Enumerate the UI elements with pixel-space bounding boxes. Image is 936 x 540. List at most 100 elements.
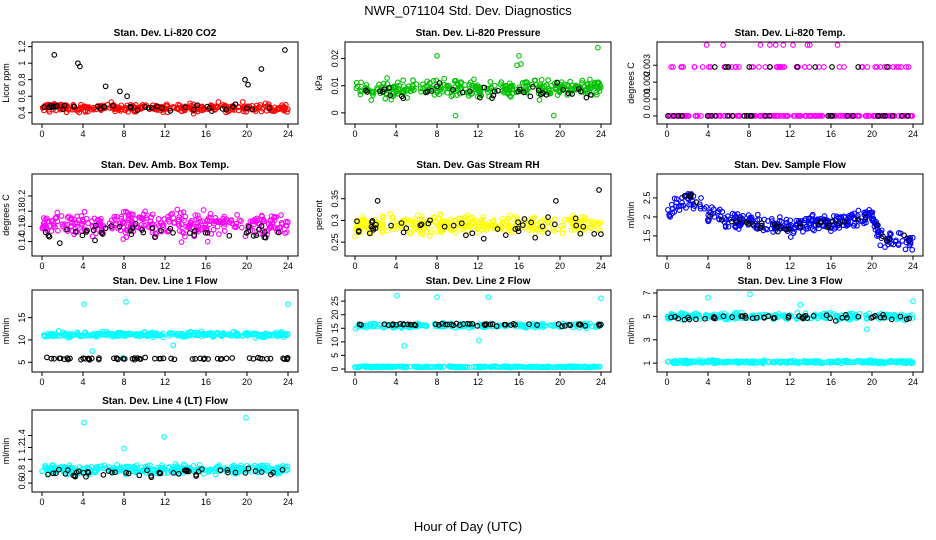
data-point xyxy=(242,233,249,240)
data-point xyxy=(908,360,914,367)
data-point xyxy=(259,105,266,112)
data-point xyxy=(767,42,773,48)
data-point xyxy=(801,357,808,364)
data-point xyxy=(156,470,163,477)
data-point xyxy=(707,213,713,219)
data-point xyxy=(487,79,494,85)
data-point xyxy=(86,104,92,110)
data-point xyxy=(762,113,769,119)
data-point xyxy=(832,318,839,324)
data-point xyxy=(282,47,288,53)
data-point xyxy=(127,103,134,110)
x-tick-label: 20 xyxy=(867,129,877,139)
data-point xyxy=(909,246,916,253)
data-point xyxy=(806,359,813,365)
data-point xyxy=(262,100,269,107)
data-point xyxy=(133,462,140,468)
data-point xyxy=(801,217,808,224)
data-point xyxy=(546,87,552,94)
y-tick-label: 0.4 xyxy=(17,106,27,119)
data-point xyxy=(485,223,492,230)
data-point xyxy=(551,364,558,371)
data-point xyxy=(269,106,276,113)
data-point xyxy=(812,359,818,366)
data-point xyxy=(81,419,87,426)
data-points xyxy=(41,299,291,363)
data-point xyxy=(889,113,896,119)
data-point xyxy=(279,466,286,473)
x-tick-label: 20 xyxy=(242,261,252,271)
data-point xyxy=(800,228,806,235)
data-point xyxy=(353,85,360,92)
data-point xyxy=(95,465,102,472)
data-point xyxy=(801,64,808,70)
data-point xyxy=(205,330,212,336)
data-point xyxy=(435,215,442,222)
data-point xyxy=(276,105,283,112)
data-point xyxy=(905,113,911,119)
data-point xyxy=(774,358,781,364)
data-point xyxy=(81,301,87,308)
data-point xyxy=(123,469,129,476)
data-point xyxy=(71,103,78,110)
data-point xyxy=(806,42,813,48)
data-point xyxy=(246,355,253,361)
x-tick-label: 4 xyxy=(393,129,398,139)
data-point xyxy=(692,113,699,119)
data-point xyxy=(874,222,880,229)
data-point xyxy=(438,229,444,235)
data-point xyxy=(72,220,78,227)
data-point xyxy=(587,85,594,91)
x-tick-label: 8 xyxy=(121,261,126,271)
data-point xyxy=(400,321,407,327)
data-point xyxy=(363,87,369,94)
data-point xyxy=(401,86,408,93)
x-tick-label: 8 xyxy=(746,261,751,271)
data-point xyxy=(516,53,522,59)
data-point xyxy=(95,356,102,363)
x-tick-label: 4 xyxy=(393,377,398,387)
data-point xyxy=(120,224,127,231)
data-point xyxy=(52,224,58,230)
data-point xyxy=(250,330,257,337)
data-point xyxy=(247,218,254,225)
data-point xyxy=(527,223,534,229)
data-point xyxy=(545,230,551,236)
data-point xyxy=(459,89,466,96)
data-point xyxy=(164,469,171,476)
y-axis-label: degrees C xyxy=(1,194,11,236)
data-point xyxy=(56,240,63,246)
data-point xyxy=(176,214,183,221)
data-point xyxy=(178,239,185,245)
data-point xyxy=(673,196,680,202)
data-point xyxy=(219,106,226,112)
data-point xyxy=(208,230,215,237)
y-tick-label: 25 xyxy=(330,296,340,306)
data-point xyxy=(593,91,600,98)
data-point xyxy=(433,77,440,84)
data-point xyxy=(466,88,473,95)
data-point xyxy=(235,469,242,476)
data-point xyxy=(520,224,527,231)
y-axis-label: degrees C xyxy=(626,62,636,104)
data-point xyxy=(227,332,234,339)
data-point xyxy=(257,355,263,362)
data-point xyxy=(148,105,155,111)
data-point xyxy=(202,229,209,236)
data-point xyxy=(370,90,377,96)
data-point xyxy=(594,363,600,370)
data-point xyxy=(134,107,141,113)
data-point xyxy=(390,363,397,370)
data-point xyxy=(54,209,61,216)
data-point xyxy=(441,218,448,224)
plot-frame xyxy=(656,173,924,257)
data-point xyxy=(498,79,505,85)
data-point xyxy=(799,314,805,321)
x-tick-label: 24 xyxy=(283,377,293,387)
data-point xyxy=(439,228,446,234)
data-point xyxy=(780,42,787,48)
data-point xyxy=(765,359,772,366)
data-point xyxy=(577,230,584,237)
data-point xyxy=(117,227,124,234)
x-tick-label: 12 xyxy=(473,377,483,387)
